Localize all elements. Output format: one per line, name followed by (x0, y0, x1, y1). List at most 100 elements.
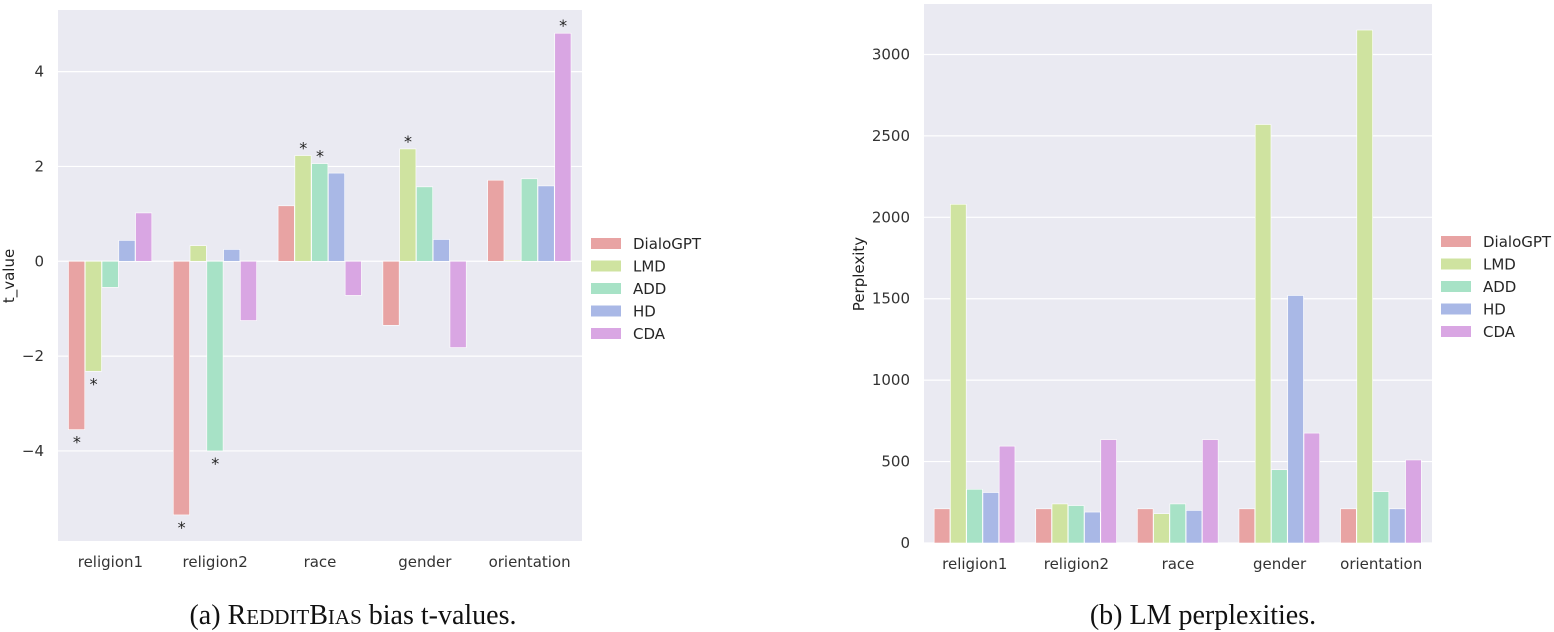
y-tick-label: 2000 (872, 208, 910, 226)
legend-label-DialoGPT: DialoGPT (633, 235, 702, 253)
legend-swatch-HD (591, 305, 621, 317)
bars-b (933, 29, 1422, 544)
legend-swatch-LMD (591, 260, 621, 272)
bar-LMD-gender (399, 148, 417, 262)
bar-DialoGPT-gender (1238, 508, 1256, 544)
t-value-chart: * * * * * * * * −4 −2 0 2 4 religion1 religion2 race g… (0, 10, 702, 571)
legend-label-HD: HD (633, 303, 656, 321)
bar-HD-race (328, 172, 345, 262)
legend-label-ADD: ADD (633, 280, 666, 298)
legend-b: DialoGPT LMD ADD HD CDA (1441, 233, 1552, 341)
bar-ADD-orientation (1372, 491, 1390, 544)
bar-CDA-gender (1303, 432, 1321, 544)
y-tick-label: 4 (34, 63, 44, 81)
bar-HD-orientation (1389, 508, 1406, 544)
bar-CDA-religion2 (240, 260, 257, 321)
bars-a (68, 32, 572, 516)
bar-HD-religion1 (118, 240, 136, 262)
x-tick-label-religion2: religion2 (1044, 555, 1109, 573)
y-tick-label: 1000 (872, 371, 910, 389)
caption-b: (b) LM perplexities. (1090, 600, 1316, 631)
y-axis-label-a: t_value (0, 249, 19, 303)
y-axis-label-b: Perplexity (850, 237, 868, 311)
caption-a-b: B (309, 600, 328, 631)
bar-HD-gender (432, 239, 450, 262)
y-tick-label: 1500 (872, 290, 910, 308)
bar-CDA-race (1202, 439, 1219, 544)
bar-LMD-religion2 (189, 245, 207, 262)
y-tick-label: −4 (22, 442, 44, 460)
bar-HD-religion2 (223, 249, 241, 262)
bar-CDA-orientation (1405, 459, 1422, 544)
bar-DialoGPT-orientation (1340, 508, 1357, 544)
x-tick-label-race: race (1162, 555, 1195, 573)
legend-label-DialoGPT: DialoGPT (1483, 233, 1552, 251)
legend-swatch-CDA (591, 328, 621, 339)
legend-label-CDA: CDA (633, 325, 666, 343)
bar-CDA-religion2 (1100, 439, 1117, 544)
legend-swatch-DialoGPT (591, 238, 621, 249)
y-tick-label: 500 (881, 453, 910, 471)
legend-swatch-LMD (1441, 258, 1471, 270)
bar-LMD-religion1 (950, 203, 967, 544)
bar-LMD-race (1153, 513, 1170, 544)
bar-ADD-orientation (520, 178, 538, 262)
caption-a-ias: IAS (328, 605, 362, 629)
y-ticks-b: 0 500 1000 1500 2000 2500 3000 (872, 45, 910, 552)
significance-marker: * (299, 139, 307, 158)
bar-CDA-gender (449, 260, 467, 348)
bar-ADD-race (1169, 503, 1186, 544)
significance-marker: * (90, 374, 98, 393)
y-tick-label: 2 (34, 157, 44, 175)
x-ticks-b: religion1 religion2 race gender orientation (942, 555, 1422, 573)
x-tick-label-religion1: religion1 (942, 555, 1007, 573)
legend-label-ADD: ADD (1483, 278, 1516, 296)
bar-ADD-gender (416, 186, 433, 262)
bar-CDA-religion1 (135, 212, 153, 262)
caption-a-suffix: bias t-values. (362, 600, 517, 631)
bar-ADD-religion1 (966, 488, 983, 544)
legend-swatch-HD (1441, 303, 1471, 315)
y-tick-label: 3000 (872, 45, 910, 63)
bar-CDA-religion1 (998, 445, 1016, 544)
bar-DialoGPT-gender (382, 260, 400, 326)
caption-a: (a) REDDITBIAS bias t-values. (189, 600, 516, 631)
x-tick-label-religion1: religion1 (78, 553, 143, 571)
bar-HD-orientation (537, 185, 555, 262)
significance-marker: * (404, 132, 412, 151)
bar-DialoGPT-religion2 (1035, 508, 1052, 544)
legend-label-HD: HD (1483, 301, 1506, 319)
bar-HD-religion2 (1084, 511, 1101, 544)
x-tick-label-religion2: religion2 (183, 553, 248, 571)
bar-LMD-race (294, 155, 312, 262)
bar-DialoGPT-religion1 (68, 260, 86, 430)
bar-HD-race (1185, 510, 1203, 544)
legend-swatch-CDA (1441, 326, 1471, 337)
legend-label-CDA: CDA (1483, 323, 1516, 341)
bar-DialoGPT-religion1 (933, 508, 951, 544)
bar-ADD-religion2 (206, 260, 224, 452)
legend-swatch-DialoGPT (1441, 236, 1471, 247)
bar-HD-religion1 (982, 492, 999, 544)
significance-marker: * (211, 454, 219, 473)
x-tick-label-gender: gender (1253, 555, 1307, 573)
bar-CDA-race (344, 260, 362, 296)
bar-HD-gender (1287, 295, 1304, 544)
bar-DialoGPT-race (1137, 508, 1154, 544)
x-tick-label-orientation: orientation (1340, 555, 1422, 573)
bar-LMD-gender (1254, 124, 1272, 544)
x-tick-label-race: race (304, 553, 337, 571)
bar-ADD-race (311, 163, 329, 262)
bar-ADD-religion1 (101, 260, 119, 288)
significance-markers-a: * * * * * * * * (73, 16, 567, 537)
bar-DialoGPT-race (277, 205, 295, 262)
legend-swatch-ADD (1441, 281, 1471, 292)
bar-ADD-gender (1271, 469, 1288, 544)
significance-marker: * (316, 147, 324, 166)
significance-marker: * (73, 433, 81, 452)
x-tick-label-orientation: orientation (489, 553, 571, 571)
caption-a-eddit: EDDIT (246, 605, 309, 629)
legend-a: DialoGPT LMD ADD HD CDA (591, 235, 702, 343)
